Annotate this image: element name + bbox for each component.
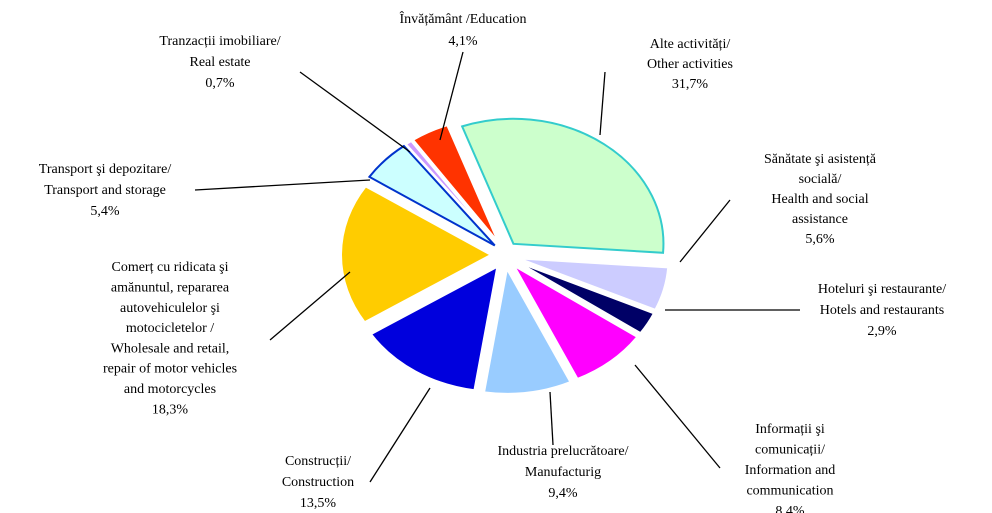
pie-slice (404, 139, 498, 245)
slice-label: Transport şi depozitare/ (39, 162, 172, 177)
slice-label: amănuntul, repararea (111, 281, 230, 296)
pie-slice (367, 144, 496, 247)
slice-label: Information and (745, 463, 836, 478)
leader-line (194, 179, 371, 191)
value-label: 5,4% (90, 204, 120, 219)
slice-label: Industria prelucrătoare/ (498, 444, 629, 459)
slice-label: Real estate (189, 55, 250, 70)
slice-label: Construcții/ (285, 454, 351, 469)
value-label: 13,5% (300, 496, 337, 511)
slice-label: and motorcycles (124, 382, 216, 397)
leader-line (549, 391, 554, 446)
value-label: 2,9% (867, 324, 897, 339)
pie-slice (482, 265, 572, 395)
slice-label: Health and social (771, 192, 868, 207)
value-label: 0,7% (205, 76, 235, 91)
slice-label: repair of motor vehicles (103, 362, 237, 377)
slice-label: socială/ (799, 172, 842, 187)
slice-label: Hotels and restaurants (820, 303, 944, 318)
slice-label: Alte activități/ (650, 37, 731, 52)
slice-label: assistance (792, 212, 848, 227)
pie-slice (340, 185, 494, 324)
leader-line (369, 387, 431, 483)
leader-line (439, 51, 464, 141)
value-label: 5,6% (805, 232, 835, 247)
slice-label: Manufacturig (525, 465, 601, 480)
value-label: 4,1% (448, 34, 478, 49)
pie-slice (411, 123, 500, 244)
slice-label: Informații şi (755, 422, 825, 437)
pie-slice (518, 257, 670, 312)
value-label: 18,3% (152, 402, 189, 417)
slice-label: comunicații/ (755, 443, 825, 458)
slice-label: autovehiculelor şi (120, 301, 220, 316)
slice-label: Wholesale and retail, (111, 341, 230, 356)
slice-label: Construction (282, 475, 354, 490)
slice-label: Comerț cu ridicata şi (111, 260, 228, 275)
pie-slice (511, 263, 639, 381)
slice-label: Sănătate şi asistență (764, 152, 877, 167)
slice-label: Hoteluri şi restaurante/ (818, 282, 946, 297)
slice-label: Tranzacții imobiliare/ (159, 34, 280, 49)
leader-line (679, 199, 731, 263)
pie-slice (369, 264, 499, 392)
slice-label: Transport and storage (44, 183, 166, 198)
leader-line (269, 271, 351, 341)
leader-line (299, 71, 411, 153)
slice-label: communication (746, 484, 833, 499)
leader-line (634, 364, 721, 469)
value-label: 31,7% (672, 77, 709, 92)
leader-line (599, 71, 606, 136)
slice-label: Învățământ /Education (399, 10, 526, 27)
slice-label: motocicletelor / (126, 321, 214, 336)
pie-slice (460, 117, 665, 254)
value-label: 8,4% (775, 504, 805, 513)
slice-label: Other activities (647, 57, 733, 72)
value-label: 9,4% (548, 486, 578, 501)
pie-slice (516, 260, 656, 335)
